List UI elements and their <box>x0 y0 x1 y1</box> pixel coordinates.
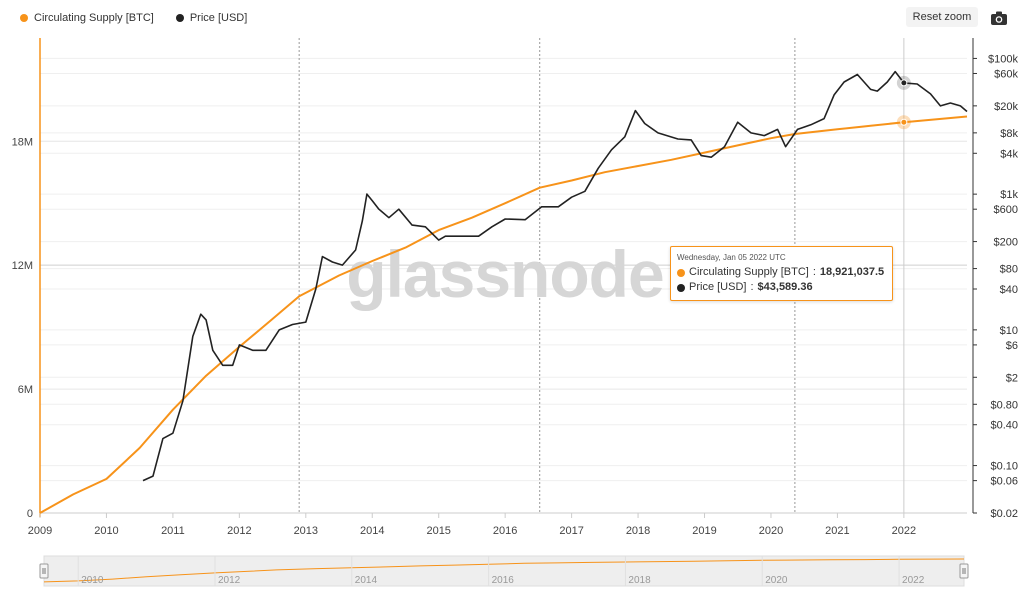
legend-item-supply[interactable]: Circulating Supply [BTC] <box>20 12 154 24</box>
x-tick-label-0: 2009 <box>28 525 52 537</box>
right-tick-label-0: $0.02 <box>990 508 1018 520</box>
x-tick-label-3: 2012 <box>227 525 251 537</box>
x-tick-label-2: 2011 <box>161 525 185 537</box>
tooltip-price-row: Price [USD]: $43,589.36 <box>677 280 886 295</box>
right-tick-label-3: $0.40 <box>990 420 1018 432</box>
chart-series <box>39 70 968 514</box>
hover-tooltip: Wednesday, Jan 05 2022 UTC Circulating S… <box>670 246 893 301</box>
navigator-label-3: 2016 <box>492 575 515 586</box>
right-tick-label-6: $6 <box>1006 340 1018 352</box>
x-tick-label-9: 2018 <box>626 525 650 537</box>
tooltip-colon-2: : <box>750 281 754 293</box>
navigator-label-5: 2020 <box>765 575 788 586</box>
tooltip-supply-value: 18,921,037.5 <box>819 266 885 278</box>
right-tick-label-2: $0.10 <box>990 461 1018 473</box>
right-tick-label-9: $80 <box>1000 264 1018 276</box>
left-tick-label-2: 12M <box>12 260 33 272</box>
x-tick-label-1: 2010 <box>94 525 118 537</box>
x-tick-label-6: 2015 <box>426 525 450 537</box>
left-tick-label-3: 18M <box>12 136 33 148</box>
left-tick-label-0: 0 <box>27 508 33 520</box>
navigator[interactable]: 2010 2012 2014 2016 2018 2020 2022 <box>39 555 969 587</box>
right-tick-label-16: $60k <box>994 68 1018 80</box>
x-tick-label-5: 2014 <box>360 525 384 537</box>
right-tick-label-8: $40 <box>1000 284 1018 296</box>
right-tick-label-1: $0.06 <box>990 476 1018 488</box>
x-tick-label-7: 2016 <box>493 525 517 537</box>
navigator-label-0: 2010 <box>81 575 104 586</box>
supply-line <box>39 115 968 514</box>
tooltip-price-dot <box>677 283 685 292</box>
x-tick-label-4: 2013 <box>294 525 318 537</box>
tooltip-price-label: Price [USD] <box>689 281 747 293</box>
tooltip-supply-row: Circulating Supply [BTC]: 18,921,037.5 <box>677 265 886 280</box>
tooltip-date: Wednesday, Jan 05 2022 UTC <box>677 253 786 262</box>
navigator-label-2: 2014 <box>355 575 378 586</box>
supply-hover-marker <box>900 118 908 126</box>
right-tick-label-5: $2 <box>1006 372 1018 384</box>
price-legend-dot <box>175 14 184 22</box>
navigator-label-4: 2018 <box>628 575 651 586</box>
chart-axes: 0 6M 12M 18M $0.02 $0.06 $0.10 $0.40 $0.80 $2 $6 $1… <box>12 38 1018 537</box>
camera-icon[interactable] <box>990 10 1008 26</box>
navigator-left-handle[interactable] <box>39 563 49 579</box>
price-hover-marker <box>900 79 908 87</box>
tooltip-supply-dot <box>677 268 685 277</box>
x-tick-label-12: 2021 <box>825 525 849 537</box>
x-tick-label-10: 2019 <box>692 525 716 537</box>
tooltip-supply-label: Circulating Supply [BTC] <box>689 266 809 278</box>
navigator-right-handle[interactable] <box>959 563 969 579</box>
x-tick-label-13: 2022 <box>892 525 916 537</box>
right-tick-label-11: $600 <box>994 204 1018 216</box>
chart-legend: Circulating Supply [BTC] Price [USD] <box>20 12 247 24</box>
tooltip-colon-1: : <box>812 266 816 278</box>
x-tick-label-8: 2017 <box>559 525 583 537</box>
right-tick-label-17: $100k <box>988 53 1018 65</box>
watermark-text: glassnode <box>346 237 663 311</box>
navigator-label-6: 2022 <box>902 575 925 586</box>
navigator-label-1: 2012 <box>218 575 241 586</box>
camera-icon-graphic <box>991 11 1007 25</box>
left-tick-label-1: 6M <box>18 384 33 396</box>
tooltip-price-value: $43,589.36 <box>757 281 813 293</box>
supply-legend-dot <box>20 14 28 22</box>
right-tick-label-14: $8k <box>1000 128 1018 140</box>
reset-zoom-button[interactable]: Reset zoom <box>906 7 978 27</box>
x-tick-label-11: 2020 <box>759 525 783 537</box>
right-tick-label-15: $20k <box>994 101 1018 113</box>
legend-label-supply: Circulating Supply [BTC] <box>34 12 154 24</box>
right-tick-label-7: $10 <box>1000 325 1018 337</box>
legend-item-price[interactable]: Price [USD] <box>175 12 248 24</box>
price-line <box>142 70 968 482</box>
right-tick-label-10: $200 <box>994 237 1018 249</box>
right-tick-label-13: $4k <box>1000 148 1018 160</box>
legend-label-price: Price [USD] <box>189 12 248 24</box>
right-tick-label-4: $0.80 <box>990 399 1018 411</box>
hover-markers <box>896 75 911 130</box>
right-tick-label-12: $1k <box>1000 189 1018 201</box>
